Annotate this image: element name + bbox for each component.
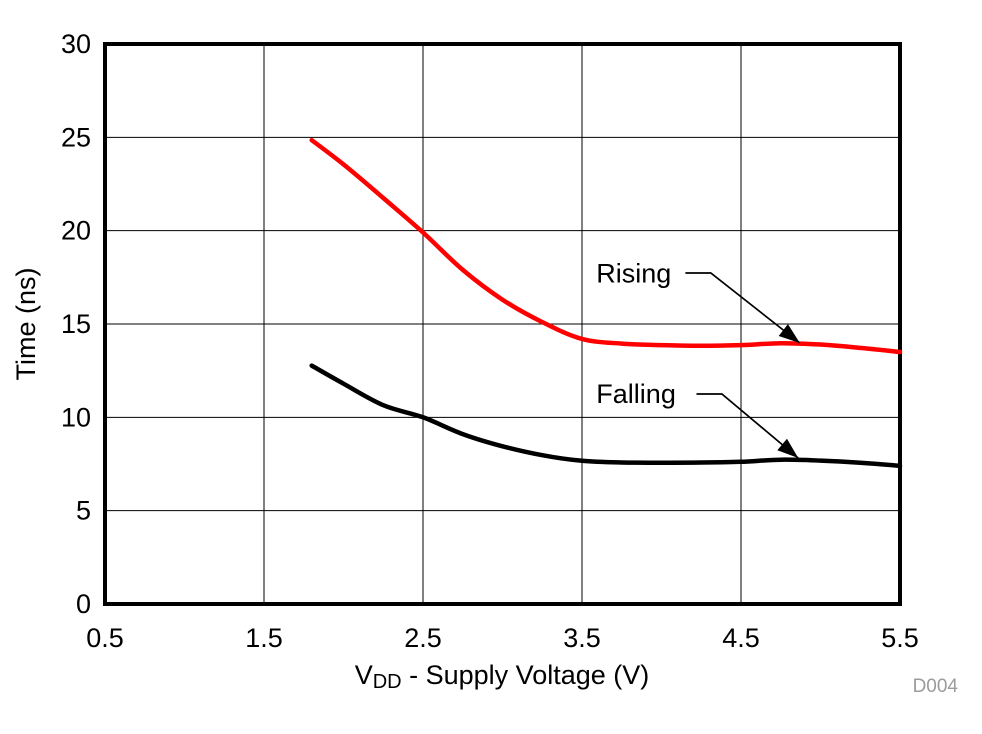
rising-annotation-label: Rising xyxy=(596,259,671,289)
gridlines xyxy=(104,43,901,605)
x-tick-labels: 0.5 1.5 2.5 3.5 4.5 5.5 xyxy=(86,623,919,653)
y-axis-title: Time (ns) xyxy=(11,267,41,381)
x-axis-title-suffix: - Supply Voltage (V) xyxy=(401,660,650,690)
x-axis-title-prefix: V xyxy=(354,660,373,690)
y-tick-label: 10 xyxy=(61,402,91,432)
y-tick-label: 20 xyxy=(61,216,91,246)
y-tick-labels: 0 5 10 15 20 25 30 xyxy=(61,29,91,619)
rising-curve xyxy=(309,137,903,355)
y-tick-label: 25 xyxy=(61,122,91,152)
rising-leader-line xyxy=(685,272,801,344)
x-tick-label: 3.5 xyxy=(563,623,601,653)
rising-arrowhead-icon xyxy=(778,324,800,344)
falling-annotation-label: Falling xyxy=(596,379,676,409)
rising-callout: Rising xyxy=(596,259,801,344)
falling-arrowhead-icon xyxy=(777,438,799,459)
x-tick-label: 0.5 xyxy=(86,623,124,653)
x-axis-title: VDD - Supply Voltage (V) xyxy=(302,660,702,693)
x-axis-title-subscript: DD xyxy=(372,671,402,693)
plot-frame xyxy=(103,42,902,606)
figure-id-watermark: D004 xyxy=(912,676,958,697)
x-tick-label: 5.5 xyxy=(881,623,919,653)
y-tick-label: 5 xyxy=(76,496,91,526)
falling-callout: Falling xyxy=(596,379,799,459)
x-tick-label: 4.5 xyxy=(722,623,760,653)
y-tick-label: 15 xyxy=(61,309,91,339)
y-tick-label: 30 xyxy=(61,29,91,59)
y-tick-label: 0 xyxy=(76,589,91,619)
x-tick-label: 2.5 xyxy=(404,623,442,653)
falling-leader-line xyxy=(696,393,799,459)
x-tick-label: 1.5 xyxy=(245,623,283,653)
falling-curve xyxy=(309,363,903,469)
